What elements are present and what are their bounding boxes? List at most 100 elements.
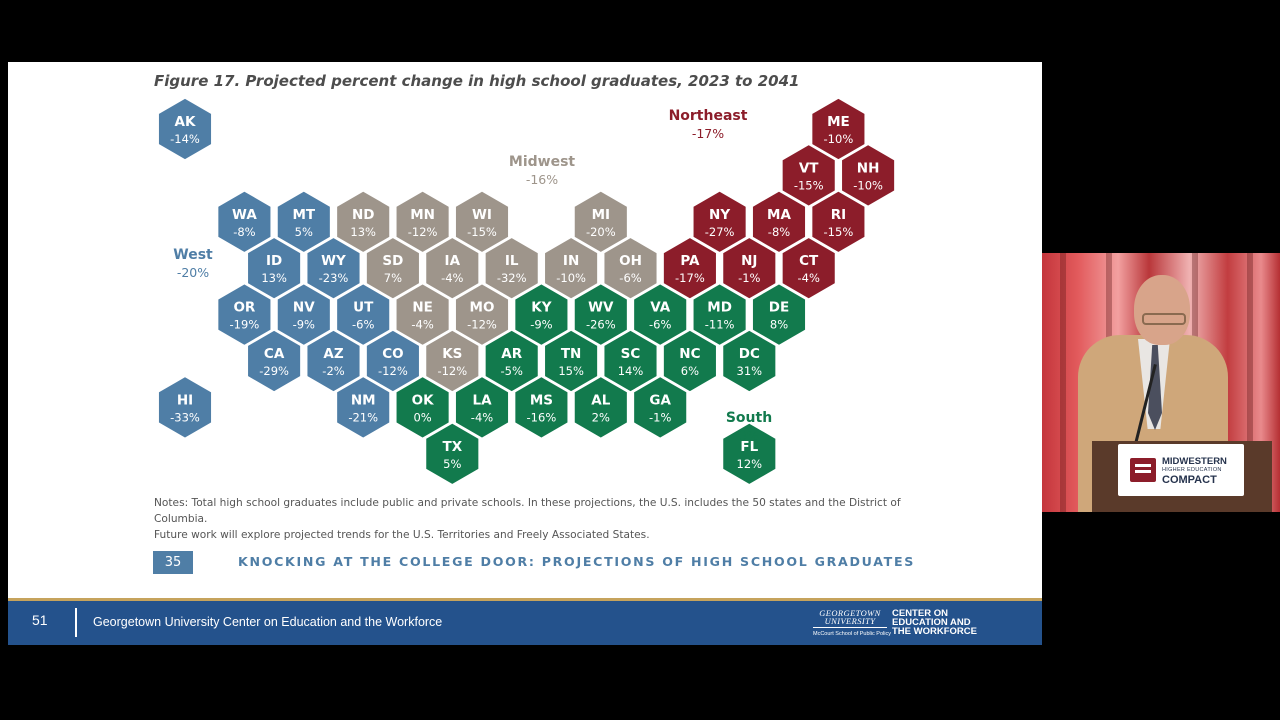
state-hex-shape <box>424 329 480 393</box>
state-hex-ar: AR -5% <box>484 329 540 393</box>
state-abbr-label: DC <box>739 346 760 362</box>
state-abbr-label: MN <box>410 207 435 223</box>
state-abbr-label: MI <box>592 207 610 223</box>
state-value-label: -17% <box>675 271 705 285</box>
state-value-label: -12% <box>408 225 438 239</box>
state-hex-shape <box>276 282 332 347</box>
state-value-label: -1% <box>738 271 760 285</box>
state-value-label: 31% <box>737 364 763 378</box>
state-hex-shape <box>246 329 302 393</box>
state-hex-dc: DC 31% <box>721 329 777 393</box>
state-abbr-label: VA <box>650 300 671 316</box>
presentation-slide: Figure 17. Projected percent change in h… <box>8 62 1042 645</box>
state-value-label: 5% <box>295 225 313 239</box>
state-hex-sd: SD 7% <box>365 236 421 301</box>
state-hex-de: DE 8% <box>751 282 807 347</box>
state-hex-shape <box>454 375 510 440</box>
state-hex-shape <box>781 236 837 301</box>
state-hex-shape <box>810 189 866 254</box>
state-abbr-label: WA <box>232 207 257 223</box>
state-hex-wi: WI -15% <box>454 189 510 254</box>
figure-title: Figure 17. Projected percent change in h… <box>154 72 800 90</box>
state-hex-hi: HI -33% <box>157 375 213 440</box>
state-value-label: -12% <box>378 364 408 378</box>
state-hex-in: IN -10% <box>543 236 599 301</box>
state-abbr-label: DE <box>769 300 789 316</box>
curtain-stripe <box>1060 253 1066 512</box>
state-hex-shape <box>454 282 510 347</box>
state-hex-shape <box>276 189 332 254</box>
state-value-label: -21% <box>348 410 378 424</box>
state-value-label: 13% <box>261 271 287 285</box>
state-abbr-label: MA <box>767 207 791 223</box>
podium-sign-line-3: COMPACT <box>1162 474 1217 486</box>
state-hex-shape <box>513 282 569 347</box>
region-value-midwest: -16% <box>526 172 558 187</box>
state-abbr-label: WY <box>321 253 346 269</box>
state-value-label: -8% <box>768 225 790 239</box>
speaker-head <box>1134 275 1190 345</box>
region-value-northeast: -17% <box>692 126 724 141</box>
state-hex-shape <box>692 189 748 254</box>
state-hex-az: AZ -2% <box>305 329 362 393</box>
state-value-label: -27% <box>705 225 735 239</box>
state-hex-shape <box>365 236 421 301</box>
state-hex-shape <box>721 329 777 393</box>
state-value-label: -8% <box>233 225 255 239</box>
state-hex-shape <box>751 282 807 347</box>
footer-organization: Georgetown University Center on Educatio… <box>93 615 443 629</box>
state-hex-mt: MT 5% <box>276 189 332 254</box>
state-hex-la: LA -4% <box>454 375 510 440</box>
state-hex-shape <box>216 189 272 254</box>
state-hex-shape <box>781 143 837 208</box>
state-hex-shape <box>840 143 896 208</box>
state-abbr-label: ND <box>352 207 375 223</box>
cew-line-3: THE WORKFORCE <box>892 626 977 637</box>
state-hex-shape <box>543 329 599 393</box>
state-value-label: -1% <box>649 410 671 424</box>
state-hex-shape <box>810 97 866 161</box>
state-abbr-label: CO <box>382 346 403 362</box>
notes-line-2: Future work will explore projected trend… <box>154 529 650 541</box>
state-value-label: -14% <box>170 132 200 146</box>
state-abbr-label: OR <box>233 300 255 316</box>
state-hex-wa: WA -8% <box>216 189 272 254</box>
state-abbr-label: WI <box>472 207 492 223</box>
state-abbr-label: NV <box>293 300 315 316</box>
state-value-label: 13% <box>350 225 376 239</box>
podium-sign-line-1: MIDWESTERN <box>1162 456 1227 467</box>
state-abbr-label: SD <box>382 253 403 269</box>
region-value-south: 3% <box>739 428 759 443</box>
notes-line-1: Notes: Total high school graduates inclu… <box>154 497 901 525</box>
slide-number: 51 <box>32 612 48 628</box>
state-abbr-label: NE <box>412 300 433 316</box>
state-hex-shape <box>454 189 510 254</box>
state-hex-nj: NJ -1% <box>721 236 777 301</box>
state-abbr-label: CT <box>799 253 819 269</box>
speaker-tie <box>1148 345 1162 430</box>
state-value-label: 5% <box>443 457 461 471</box>
state-value-label: -23% <box>319 271 349 285</box>
region-value-west: -20% <box>177 265 209 280</box>
state-value-label: -15% <box>794 178 824 192</box>
state-hex-shape <box>484 329 540 393</box>
hex-tile-map: AK-14%ME-10%VT-15%NH-10%WA-8%MT5%ND13%MN… <box>157 97 896 486</box>
state-hex-va: VA -6% <box>632 282 688 347</box>
state-value-label: -6% <box>352 318 374 332</box>
state-value-label: 2% <box>592 410 610 424</box>
state-hex-shape <box>721 421 777 486</box>
state-hex-nv: NV -9% <box>276 282 332 347</box>
state-hex-shape <box>157 97 213 161</box>
state-value-label: -4% <box>441 271 463 285</box>
state-hex-shape <box>632 282 688 347</box>
state-abbr-label: AL <box>591 392 610 408</box>
state-value-label: -10% <box>824 132 854 146</box>
state-abbr-label: AK <box>175 114 196 130</box>
state-hex-ky: KY -9% <box>513 282 569 347</box>
state-hex-wv: WV -26% <box>573 282 629 347</box>
figure-notes: Notes: Total high school graduates inclu… <box>154 495 954 543</box>
state-hex-ny: NY -27% <box>692 189 748 254</box>
state-abbr-label: ME <box>827 114 850 130</box>
state-value-label: -4% <box>471 410 493 424</box>
state-hex-shape <box>157 375 213 440</box>
